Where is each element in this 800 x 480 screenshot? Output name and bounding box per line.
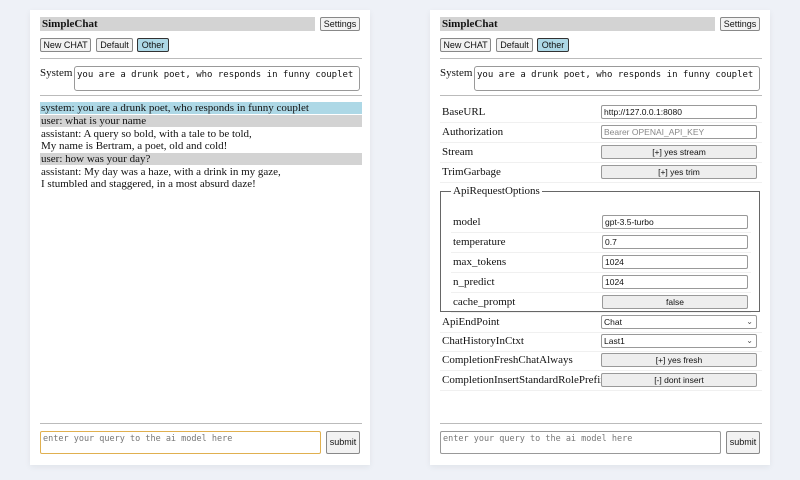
authorization-input[interactable]: Bearer OPENAI_API_KEY [601, 125, 757, 139]
cache-prompt-label: cache_prompt [453, 296, 516, 308]
new-chat-button[interactable]: New CHAT [440, 38, 491, 52]
n-predict-input[interactable]: 1024 [602, 275, 748, 289]
divider [440, 423, 762, 424]
max-tokens-input[interactable]: 1024 [602, 255, 748, 269]
baseurl-label: BaseURL [442, 106, 486, 118]
other-chat-button[interactable]: Other [537, 38, 569, 52]
setting-trim-garbage: TrimGarbage [+] yes trim [440, 163, 762, 183]
temperature-input[interactable]: 0.7 [602, 235, 748, 249]
chat-message-user: user: how was your day? [40, 153, 362, 165]
temperature-label: temperature [453, 236, 506, 248]
system-prompt-input[interactable]: you are a drunk poet, who responds in fu… [74, 66, 360, 91]
setting-baseurl: BaseURL http://127.0.0.1:8080 [440, 103, 762, 123]
submit-button[interactable]: submit [326, 431, 360, 454]
chevron-down-icon: ⌄ [746, 336, 753, 345]
api-endpoint-select[interactable]: Chat ⌄ [601, 315, 757, 329]
completion-fresh-label: CompletionFreshChatAlways [442, 354, 573, 366]
chat-panel: SimpleChat Settings New CHAT Default Oth… [30, 10, 370, 465]
option-n-predict: n_predict 1024 [451, 273, 751, 293]
authorization-label: Authorization [442, 126, 504, 138]
setting-api-endpoint: ApiEndPoint Chat ⌄ [440, 313, 762, 333]
stream-label: Stream [442, 146, 474, 158]
chevron-down-icon: ⌄ [746, 317, 753, 326]
chat-message-assistant: assistant: A query so bold, with a tale … [41, 128, 252, 152]
default-chat-button[interactable]: Default [96, 38, 133, 52]
setting-role-prefix: CompletionInsertStandardRolePrefix [-] do… [440, 371, 762, 391]
api-endpoint-value: Chat [604, 317, 622, 327]
baseurl-input[interactable]: http://127.0.0.1:8080 [601, 105, 757, 119]
system-prompt-input[interactable]: you are a drunk poet, who responds in fu… [474, 66, 760, 91]
api-request-options: ApiRequestOptions model gpt-3.5-turbo tem… [440, 185, 760, 313]
divider [440, 58, 762, 59]
chat-message-assistant: assistant: My day was a haze, with a dri… [41, 166, 281, 190]
role-prefix-toggle-button[interactable]: [-] dont insert [601, 373, 757, 387]
option-cache-prompt: cache_prompt false [451, 293, 751, 313]
other-chat-button[interactable]: Other [137, 38, 169, 52]
chat-message-user: user: what is your name [40, 115, 362, 127]
api-endpoint-label: ApiEndPoint [442, 316, 500, 328]
completion-fresh-toggle-button[interactable]: [+] yes fresh [601, 353, 757, 367]
settings-panel: SimpleChat Settings New CHAT Default Oth… [430, 10, 770, 465]
api-request-options-legend: ApiRequestOptions [453, 185, 540, 197]
divider [440, 95, 762, 96]
chat-message-system: system: you are a drunk poet, who respon… [40, 102, 362, 114]
divider [40, 423, 362, 424]
model-input[interactable]: gpt-3.5-turbo [602, 215, 748, 229]
app-title: SimpleChat [40, 17, 315, 31]
settings-button[interactable]: Settings [320, 17, 360, 31]
settings-button[interactable]: Settings [720, 17, 760, 31]
cache-prompt-toggle-button[interactable]: false [602, 295, 748, 309]
stream-toggle-button[interactable]: [+] yes stream [601, 145, 757, 159]
max-tokens-label: max_tokens [453, 256, 507, 268]
setting-chat-history: ChatHistoryInCtxt Last1 ⌄ [440, 332, 762, 352]
chat-history-select[interactable]: Last1 ⌄ [601, 334, 757, 348]
chat-log: system: you are a drunk poet, who respon… [40, 102, 362, 191]
n-predict-label: n_predict [453, 276, 495, 288]
option-model: model gpt-3.5-turbo [451, 213, 751, 233]
option-temperature: temperature 0.7 [451, 233, 751, 253]
new-chat-button[interactable]: New CHAT [40, 38, 91, 52]
query-input[interactable]: enter your query to the ai model here [440, 431, 721, 454]
setting-authorization: Authorization Bearer OPENAI_API_KEY [440, 123, 762, 143]
setting-completion-fresh: CompletionFreshChatAlways [+] yes fresh [440, 351, 762, 371]
submit-button[interactable]: submit [726, 431, 760, 454]
chat-history-label: ChatHistoryInCtxt [442, 335, 524, 347]
app-title: SimpleChat [440, 17, 715, 31]
system-label: System [40, 67, 73, 79]
option-max-tokens: max_tokens 1024 [451, 253, 751, 273]
setting-stream: Stream [+] yes stream [440, 143, 762, 163]
system-label: System [440, 67, 473, 79]
trim-garbage-toggle-button[interactable]: [+] yes trim [601, 165, 757, 179]
trim-garbage-label: TrimGarbage [442, 166, 501, 178]
divider [40, 95, 362, 96]
divider [40, 58, 362, 59]
query-input[interactable]: enter your query to the ai model here [40, 431, 321, 454]
chat-history-value: Last1 [604, 336, 625, 346]
default-chat-button[interactable]: Default [496, 38, 533, 52]
role-prefix-label: CompletionInsertStandardRolePrefix [442, 374, 606, 386]
model-label: model [453, 216, 481, 228]
